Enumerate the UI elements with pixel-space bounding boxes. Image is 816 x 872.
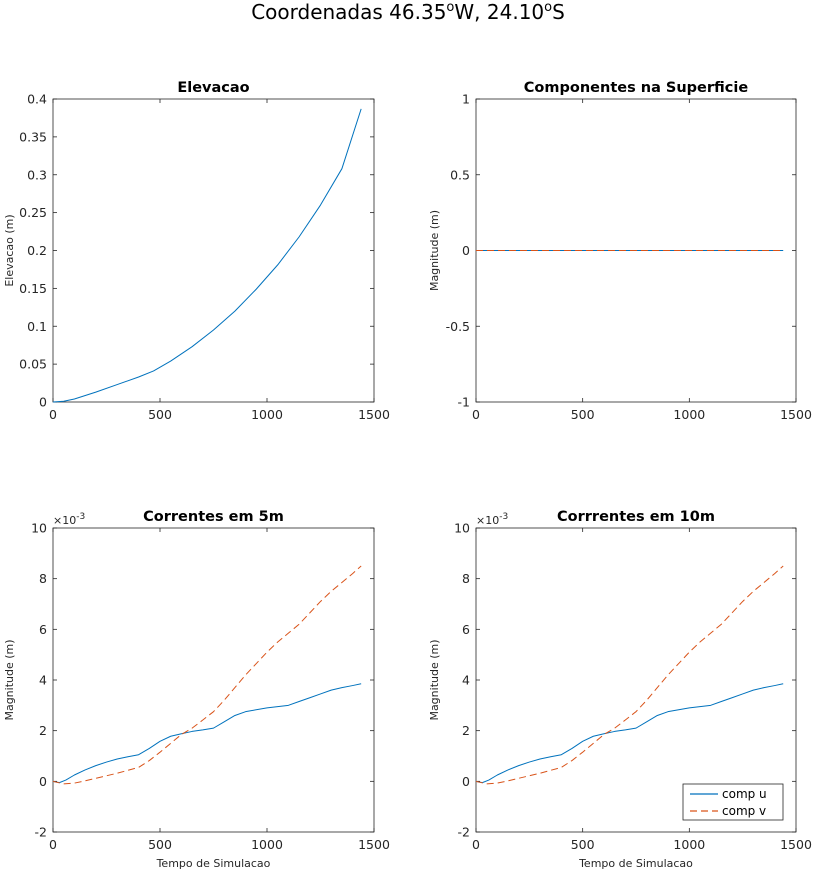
y-tick-label: 0.4 (27, 92, 47, 107)
x-axis-label: Tempo de Simulacao (578, 857, 693, 870)
y-tick-label: -1 (458, 395, 470, 410)
y-tick-label: 0 (462, 774, 470, 789)
y-tick-label: -2 (35, 825, 47, 840)
series-line-u (52, 683, 362, 784)
y-tick-label: 1 (462, 92, 470, 107)
y-tick-label: 0 (462, 243, 470, 258)
y-tick-label: 0.2 (27, 243, 47, 258)
y-tick-label: 6 (39, 622, 47, 637)
figure-title-degree-1: o (446, 0, 454, 15)
y-tick-label: 8 (462, 571, 470, 586)
y-tick-label: 0.5 (450, 167, 470, 182)
x-tick-label: 500 (571, 837, 595, 852)
y-tick-label: 0.35 (19, 129, 47, 144)
y-tick-label: 2 (462, 723, 470, 738)
y-tick-label: 0 (39, 395, 47, 410)
legend-label-u: comp u (722, 787, 767, 801)
x-tick-label: 1500 (358, 407, 390, 422)
axes-title: Elevacao (177, 80, 249, 96)
x-tick-label: 1000 (673, 407, 705, 422)
x-tick-label: 500 (148, 837, 172, 852)
axes-frame: 0 500 1000 1500 0 0.05 0.1 0.15 0.2 0.25 0.3 0.35 0.… (19, 92, 390, 423)
y-tick-label: 10 (31, 521, 47, 536)
plot-area (52, 527, 375, 833)
y-exponent-base: ×10 (476, 514, 499, 527)
x-tick-label: 0 (49, 407, 57, 422)
x-tick-label: 1000 (251, 407, 283, 422)
y-tick-label: -0.5 (446, 319, 470, 334)
y-axis-label: Elevacao (m) (3, 214, 16, 286)
y-tick-label: 2 (39, 723, 47, 738)
y-axis-label: Magnitude (m) (428, 639, 441, 720)
x-tick-label: 500 (571, 407, 595, 422)
axes-title: Correntes em 5m (143, 509, 284, 525)
y-tick-label: 0.05 (19, 357, 47, 372)
y-tick-label: 0.15 (19, 281, 47, 296)
axes-componentes-superficie: 0 500 1000 1500 -1 -0.5 0 0.5 1 Componentes na S… (428, 80, 812, 422)
y-exponent-power: -3 (499, 512, 508, 522)
x-tick-label: 1500 (780, 837, 812, 852)
figure-title-middle: W, 24.10 (454, 0, 544, 24)
figure-title-end: S (552, 0, 565, 24)
y-tick-label: 0.3 (27, 167, 47, 182)
x-tick-label: 0 (472, 407, 480, 422)
y-tick-label: 4 (462, 673, 470, 688)
y-exponent-label: ×10-3 (53, 512, 85, 527)
series-line-u (52, 108, 362, 403)
y-tick-label: -2 (458, 825, 470, 840)
y-exponent-label: ×10-3 (476, 512, 508, 527)
axes-frame: 0 500 1000 1500 -1 -0.5 0 0.5 1 (446, 92, 812, 423)
y-axis-label: Magnitude (m) (3, 639, 16, 720)
figure-title-main: Coordenadas 46.35 (251, 0, 446, 24)
y-tick-label: 4 (39, 673, 47, 688)
x-tick-label: 1500 (780, 407, 812, 422)
plot-area (475, 527, 797, 833)
x-tick-label: 1000 (673, 837, 705, 852)
y-exponent-power: -3 (76, 512, 85, 522)
series-line-v (52, 565, 362, 785)
x-tick-label: 500 (148, 407, 172, 422)
y-tick-label: 8 (39, 571, 47, 586)
x-tick-label: 1500 (358, 837, 390, 852)
legend: comp u comp v (682, 783, 784, 821)
x-tick-label: 1000 (251, 837, 283, 852)
y-tick-label: 6 (462, 622, 470, 637)
y-tick-label: 10 (454, 521, 470, 536)
y-tick-label: 0 (39, 774, 47, 789)
x-tick-label: 0 (472, 837, 480, 852)
legend-box (682, 783, 784, 821)
figure-title-degree-2: o (544, 0, 552, 15)
y-tick-label: 0.25 (19, 205, 47, 220)
plot-area (52, 98, 375, 403)
legend-label-v: comp v (722, 804, 766, 818)
series-line-v (475, 565, 784, 785)
y-exponent-base: ×10 (53, 514, 76, 527)
axes-elevacao: 0 500 1000 1500 0 0.05 0.1 0.15 0.2 0.25 0.3 0.35 0.… (3, 80, 390, 422)
axes-title: Componentes na Superficie (524, 80, 749, 96)
series-line-u (475, 683, 784, 784)
x-axis-label: Tempo de Simulacao (156, 857, 271, 870)
figure-title: Coordenadas 46.35oW, 24.10oS (251, 0, 565, 24)
y-tick-label: 0.1 (27, 319, 47, 334)
y-axis-label: Magnitude (m) (428, 210, 441, 291)
axes-title: Corrrentes em 10m (557, 509, 715, 525)
x-tick-label: 0 (49, 837, 57, 852)
